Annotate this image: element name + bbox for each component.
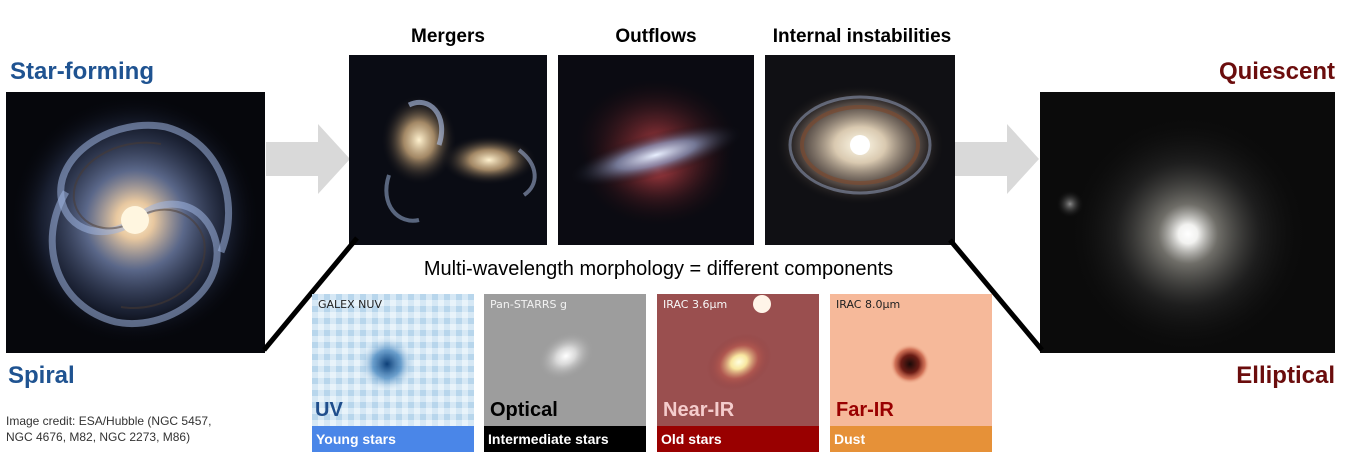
far-ir-panel: IRAC 8.0μm Far-IR Dust bbox=[830, 294, 992, 452]
quiescent-label: Quiescent bbox=[1218, 58, 1335, 85]
arrow-right-icon bbox=[955, 124, 1039, 194]
elliptical-galaxy-image bbox=[1040, 92, 1335, 353]
internal-instabilities-image bbox=[765, 55, 955, 245]
star-forming-label: Star-forming bbox=[10, 58, 154, 85]
uv-filter-label: GALEX NUV bbox=[318, 298, 382, 311]
outflows-image bbox=[558, 55, 754, 245]
elliptical-label: Elliptical bbox=[1236, 362, 1335, 389]
internal-instabilities-title: Internal instabilities bbox=[772, 26, 952, 47]
far-ir-image: IRAC 8.0μm Far-IR bbox=[830, 294, 992, 426]
arrow-left-icon bbox=[266, 124, 350, 194]
mergers-image bbox=[349, 55, 547, 245]
far-ir-band-label: Far-IR bbox=[836, 399, 894, 421]
image-credit-line2: NGC 4676, M82, NGC 2273, M86) bbox=[6, 430, 191, 444]
old-stars-bar: Old stars bbox=[657, 426, 819, 452]
outflows-title: Outflows bbox=[615, 26, 697, 47]
optical-image: Pan-STARRS g Optical bbox=[484, 294, 646, 426]
spiral-galaxy-image bbox=[6, 92, 265, 353]
young-stars-bar: Young stars bbox=[312, 426, 474, 452]
uv-panel: GALEX NUV UV Young stars bbox=[312, 294, 474, 452]
optical-panel: Pan-STARRS g Optical Intermediate stars bbox=[484, 294, 646, 452]
optical-filter-label: Pan-STARRS g bbox=[490, 298, 567, 311]
near-ir-filter-label: IRAC 3.6μm bbox=[663, 298, 728, 311]
near-ir-image: IRAC 3.6μm Near-IR bbox=[657, 294, 819, 426]
mergers-title: Mergers bbox=[411, 26, 485, 47]
intermediate-stars-bar: Intermediate stars bbox=[484, 426, 646, 452]
far-ir-filter-label: IRAC 8.0μm bbox=[836, 298, 901, 311]
multiwavelength-title: Multi-wavelength morphology = different … bbox=[423, 258, 894, 280]
near-ir-panel: IRAC 3.6μm Near-IR Old stars bbox=[657, 294, 819, 452]
optical-band-label: Optical bbox=[490, 399, 558, 421]
near-ir-band-label: Near-IR bbox=[663, 399, 735, 421]
image-credit: Image credit: ESA/Hubble (NGC 5457, NGC … bbox=[6, 413, 306, 445]
image-credit-line1: Image credit: ESA/Hubble (NGC 5457, bbox=[6, 414, 212, 428]
dust-bar: Dust bbox=[830, 426, 992, 452]
spiral-label: Spiral bbox=[8, 362, 75, 389]
uv-image: GALEX NUV UV bbox=[312, 294, 474, 426]
uv-band-label: UV bbox=[315, 399, 343, 421]
